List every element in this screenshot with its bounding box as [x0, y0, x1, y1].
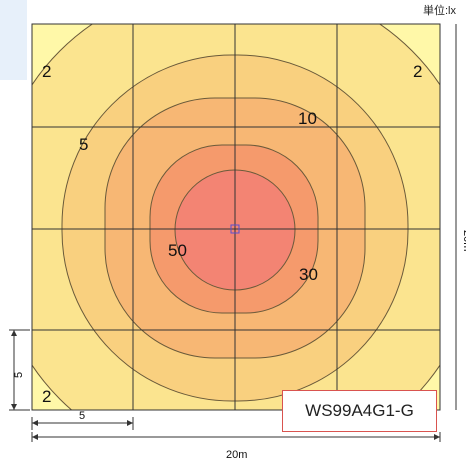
contour-label-50: 50: [168, 241, 187, 260]
dim-bottom-segment: 5: [79, 410, 85, 422]
grid: [32, 24, 440, 410]
fixture-marker: [230, 224, 240, 234]
dimension-arrows: [11, 330, 440, 440]
contour-label-2-top-left: 2: [42, 62, 51, 81]
model-name-box: WS99A4G1-G: [282, 390, 437, 432]
dimension-lines: [9, 24, 457, 442]
dim-right-height: 20m: [461, 230, 466, 251]
contour-label-2-top-right: 2: [413, 62, 422, 81]
contour-label-30: 30: [299, 265, 318, 284]
unit-label: 単位:lx: [423, 5, 456, 17]
side-panel-tint: [0, 0, 27, 80]
contour-label-2-bottom-left: 2: [42, 387, 51, 406]
plot-border: [31, 23, 441, 411]
dim-left-segment: 5: [13, 372, 25, 378]
dim-bottom-width: 20m: [226, 449, 247, 461]
contour-label-10: 10: [298, 109, 317, 128]
model-name: WS99A4G1-G: [305, 401, 414, 420]
contour-label-5: 5: [79, 135, 88, 154]
